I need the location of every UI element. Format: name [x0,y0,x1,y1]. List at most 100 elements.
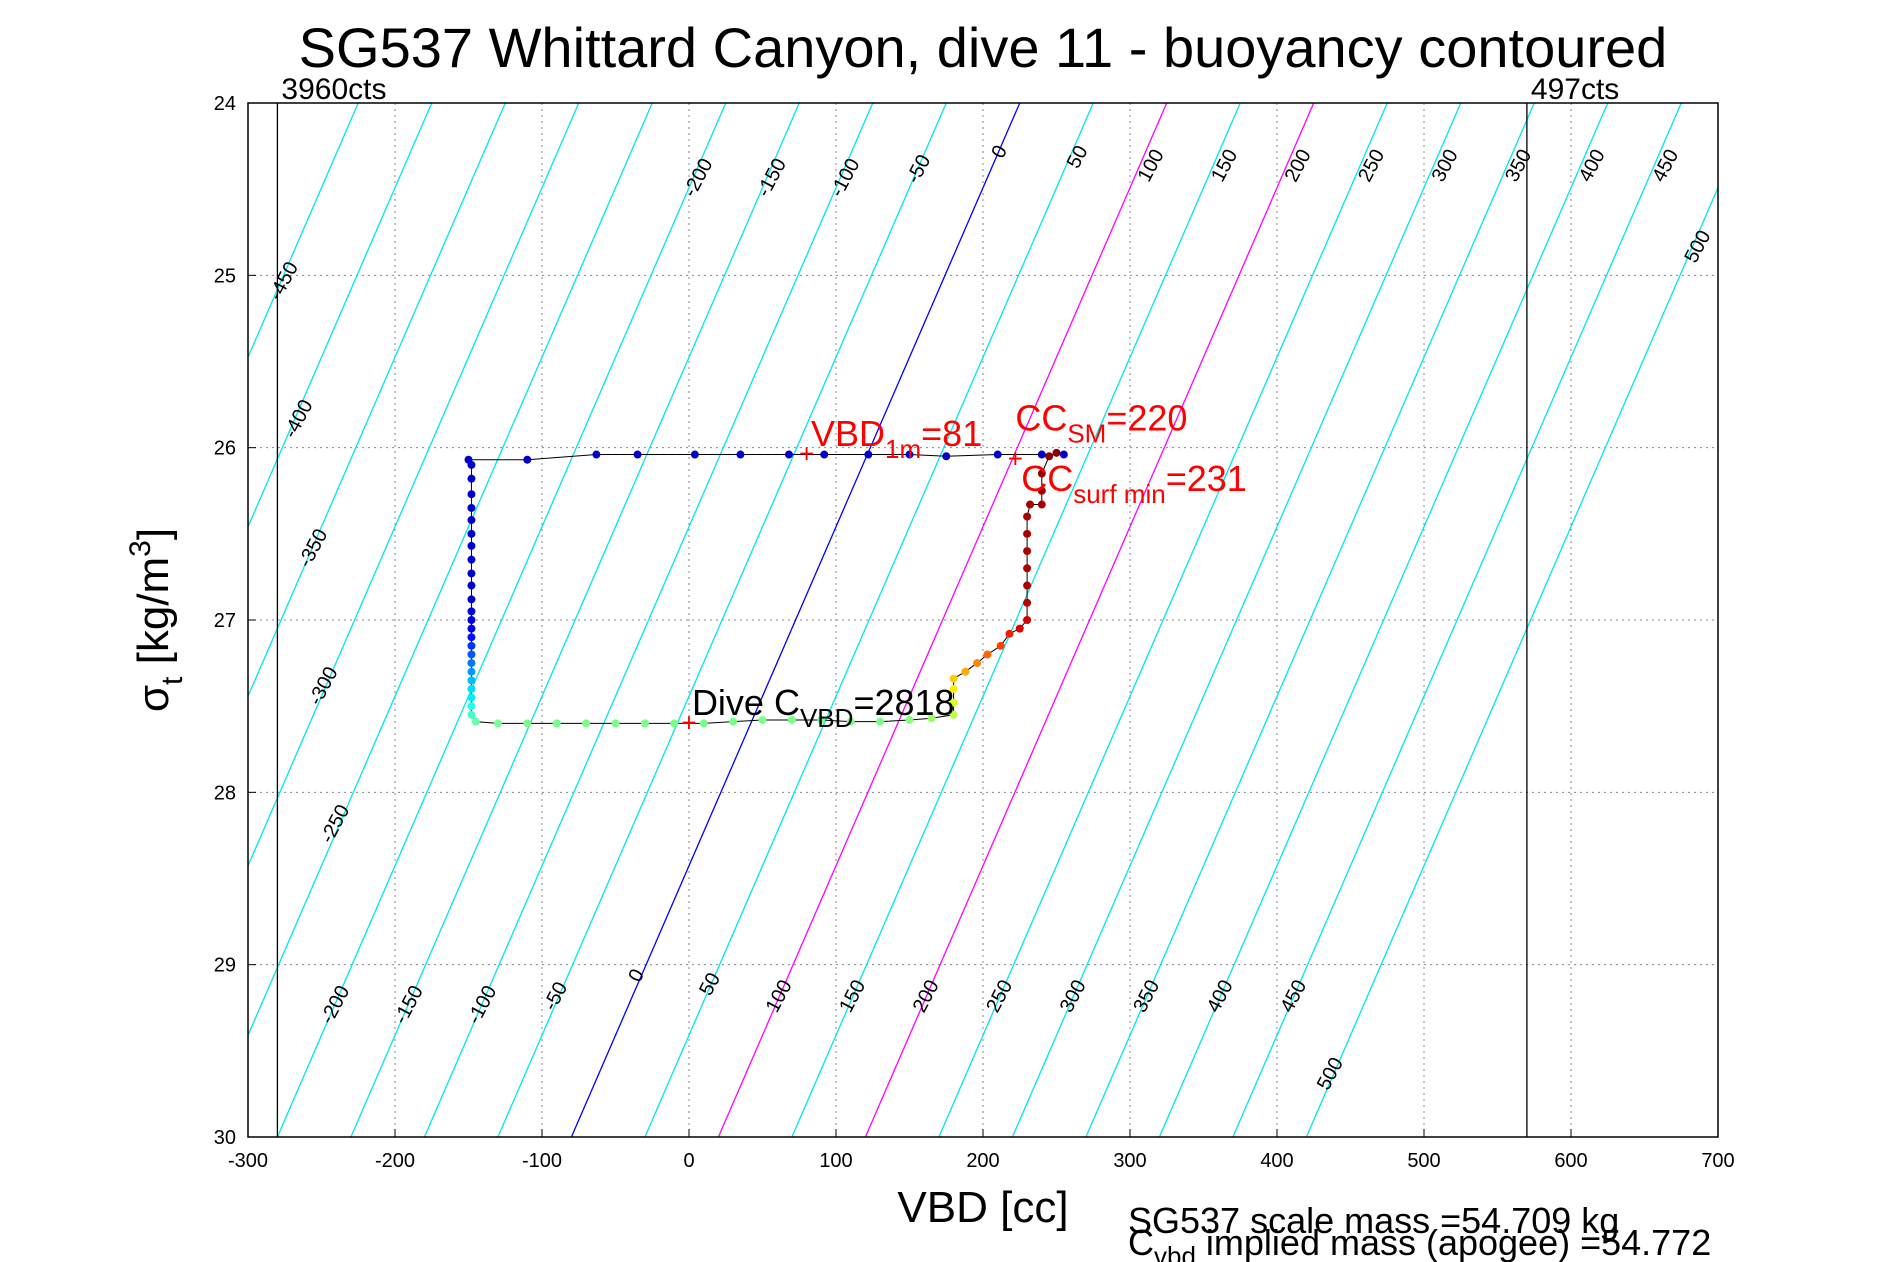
dive-track-point [467,693,476,702]
contour-line [644,103,1094,1137]
contour-label: 0 [987,142,1012,162]
dive-track-point [1045,452,1054,461]
dive-track-point [523,455,532,464]
dive-track-point [467,460,476,469]
contour-label: 100 [1134,146,1169,186]
contour-label: 50 [695,969,725,999]
contour-line [1158,103,1609,1137]
dive-track-point [949,698,958,707]
contour-line [570,103,1021,1137]
dive-track-point [467,702,476,711]
dive-track-point [699,719,708,728]
dive-track-point [1052,448,1061,457]
y-tick-label: 30 [214,1127,236,1149]
contour-label: -50 [902,151,935,187]
dive-track-point [592,450,601,459]
contour-label: 0 [624,966,649,986]
contour-label: 400 [1575,146,1610,186]
contour-labels: -450 -400 -350 -300 -250 -200 -150 -100 -50 0 50 10… [265,142,1716,1094]
dive-track-point [523,719,532,728]
dive-track-point [942,452,951,461]
contour-line [248,103,506,698]
dive-track-point [467,555,476,564]
contour-label: 50 [1063,142,1093,172]
dive-track-point [787,715,796,724]
dive-track-point [467,710,476,719]
contour-label: -50 [539,978,572,1014]
dive-track-point [729,717,738,726]
dive-track-point [1023,598,1032,607]
vbd-limit-label: 3960cts [281,73,386,106]
dive-track-point [1023,512,1032,521]
dive-track-point [467,529,476,538]
dive-track-point [1037,469,1046,478]
y-axis-label-rest: [kg/m [129,557,178,677]
dive-track-point [1023,616,1032,624]
y-tick-label: 26 [214,438,236,460]
x-tick-label: 500 [1407,1150,1440,1172]
dive-track-point [467,616,476,624]
annotation-vbd: VBD1m=81 [811,413,982,464]
contour-line [248,103,653,1037]
contour-label: 150 [835,976,870,1016]
contour-line [864,103,1315,1137]
footer-implied-mass-rest: implied mass (apogee) =54.772 [1196,1222,1711,1262]
contour-label: -450 [265,258,303,304]
dive-track-point [961,667,970,676]
contour-label: -250 [316,801,354,847]
contour-line [423,103,874,1137]
contour-label: 450 [1648,146,1683,186]
y-tick-label: 28 [214,782,236,804]
dive-track-point [552,719,561,728]
dive-track-point [1023,547,1032,556]
buoyancy-contours [248,103,1718,1137]
annotation-dive: Dive CVBD=2818 [692,682,955,733]
dive-track-point [467,659,476,668]
dive-track-point [1026,500,1035,509]
contour-label: 250 [982,976,1017,1016]
y-axis-label-sub: t [156,676,189,685]
contour-line [938,103,1388,1137]
dive-track-point [690,450,699,459]
plus-marker: + [799,439,814,469]
dive-track-point [1005,629,1014,638]
dive-track-point [467,595,476,604]
contour-line [1305,186,1718,1137]
dive-track-point [1023,529,1032,538]
contour-line [248,103,359,359]
contour-label: 500 [1313,1054,1348,1094]
dive-track-point [758,715,767,724]
contour-label: -350 [294,525,332,571]
dive-track-point [467,624,476,633]
contour-label: -150 [390,982,428,1028]
dive-track-point [467,569,476,578]
y-tick-label: 27 [214,610,236,632]
dive-track-point [1037,450,1046,459]
footer-implied-mass-sub: vbd [1154,1241,1196,1262]
dive-track-point [582,719,591,728]
contour-label: 400 [1203,976,1238,1016]
contour-label: -100 [826,155,864,201]
footer-implied-mass: Cvbd implied mass (apogee) =54.772 [1128,1222,1711,1262]
dive-track-point [611,719,620,728]
y-tick-label: 24 [214,93,236,115]
dive-track-point [1023,581,1032,590]
contour-line [1011,103,1462,1137]
dive-track-line [470,452,1057,724]
dive-track-point [467,650,476,659]
dive-track-point [1023,564,1032,573]
markers: + + + [681,439,1023,738]
dive-track-point [1059,450,1068,459]
x-tick-label: -200 [375,1150,415,1172]
chart-title: SG537 Whittard Canyon, dive 11 - buoyanc… [299,16,1668,79]
contour-line [248,103,433,529]
dive-track-point [471,717,480,726]
y-axis-label-base: σ [129,685,178,712]
dive-track-point [983,650,992,659]
plus-marker: + [1008,444,1023,474]
dive-track-point [467,607,476,616]
dive-track-point [467,676,476,685]
x-tick-label: 200 [966,1150,999,1172]
contour-label: 150 [1207,146,1242,186]
